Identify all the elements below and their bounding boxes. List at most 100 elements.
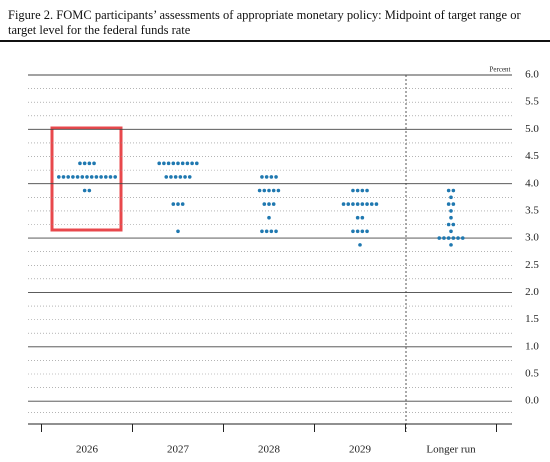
dot — [355, 229, 360, 234]
dot — [104, 175, 108, 179]
dot — [164, 175, 169, 179]
y-axis-label: Percent — [490, 66, 511, 74]
x-tick-label: 2029 — [349, 444, 372, 456]
y-tick-label: 1.0 — [525, 340, 539, 352]
x-tick-label: 2026 — [76, 444, 99, 456]
y-tick-label: 4.0 — [525, 177, 539, 189]
dot — [365, 229, 369, 234]
dot — [183, 175, 187, 179]
dot — [260, 229, 264, 234]
dot — [190, 161, 194, 166]
dot — [78, 161, 82, 166]
dot — [82, 161, 87, 166]
dot — [365, 188, 369, 193]
dot — [187, 175, 192, 179]
dot — [451, 188, 456, 193]
dot — [66, 175, 70, 179]
x-tick-label: Longer run — [426, 444, 476, 456]
dot — [162, 161, 166, 166]
dot — [169, 175, 173, 179]
dot — [176, 202, 180, 206]
dot — [446, 202, 451, 206]
dot — [341, 202, 346, 206]
dot — [166, 161, 171, 166]
x-tick-label: 2027 — [167, 444, 190, 456]
dot — [173, 175, 178, 179]
dot — [451, 222, 456, 227]
dot — [358, 243, 362, 247]
dot — [171, 161, 176, 166]
dot — [71, 175, 75, 179]
dot — [365, 202, 369, 206]
dot — [451, 202, 456, 206]
dot — [351, 229, 355, 234]
dot — [446, 236, 451, 240]
dot — [360, 229, 365, 234]
y-tick-label: 0.5 — [525, 368, 539, 380]
dot — [360, 202, 365, 206]
dot — [176, 161, 180, 166]
dot — [449, 195, 453, 200]
dot — [262, 188, 267, 193]
dot — [99, 175, 103, 179]
y-tick-label: 6.0 — [525, 69, 539, 81]
dot — [269, 229, 274, 234]
highlight-box — [50, 126, 123, 232]
y-tick-label: 2.0 — [525, 286, 539, 298]
dot — [87, 161, 92, 166]
dot — [61, 175, 66, 179]
dot — [276, 188, 281, 193]
dot — [92, 161, 96, 166]
x-tick-label: 2028 — [258, 444, 281, 456]
dot — [267, 215, 271, 220]
dot — [195, 161, 199, 166]
dot — [437, 236, 442, 240]
dot — [351, 188, 355, 193]
dot — [355, 202, 360, 206]
y-tick-label: 1.5 — [525, 313, 539, 325]
dot — [449, 229, 453, 234]
dot — [442, 236, 446, 240]
dot — [274, 175, 278, 179]
y-tick-label: 5.5 — [525, 96, 539, 108]
dot — [108, 175, 113, 179]
dot — [446, 222, 451, 227]
dot — [264, 175, 269, 179]
dot — [355, 215, 360, 220]
dot — [75, 175, 80, 179]
dot — [267, 202, 271, 206]
dot — [446, 188, 451, 193]
y-tick-label: 3.5 — [525, 204, 539, 216]
dot — [267, 188, 271, 193]
dot — [57, 175, 61, 179]
dot — [360, 188, 365, 193]
dot — [271, 188, 276, 193]
y-tick-label: 2.5 — [525, 259, 539, 271]
dot — [87, 188, 92, 193]
dot — [346, 202, 351, 206]
dot — [351, 202, 355, 206]
dot — [85, 175, 89, 179]
dot — [257, 188, 262, 193]
dot — [456, 236, 460, 240]
dot — [94, 175, 99, 179]
dot — [82, 188, 87, 193]
dot — [460, 236, 465, 240]
dot — [262, 202, 267, 206]
dot — [269, 175, 274, 179]
dot — [89, 175, 94, 179]
dot — [355, 188, 360, 193]
dot — [171, 202, 176, 206]
y-tick-label: 5.0 — [525, 123, 539, 135]
dot — [374, 202, 379, 206]
dot — [185, 161, 190, 166]
y-tick-label: 4.5 — [525, 150, 539, 162]
y-tick-label: 0.0 — [525, 395, 539, 407]
dot — [180, 161, 185, 166]
dot — [449, 243, 453, 247]
dot — [180, 202, 185, 206]
dot — [260, 175, 264, 179]
dot — [157, 161, 161, 166]
dot — [271, 202, 276, 206]
dot — [80, 175, 85, 179]
